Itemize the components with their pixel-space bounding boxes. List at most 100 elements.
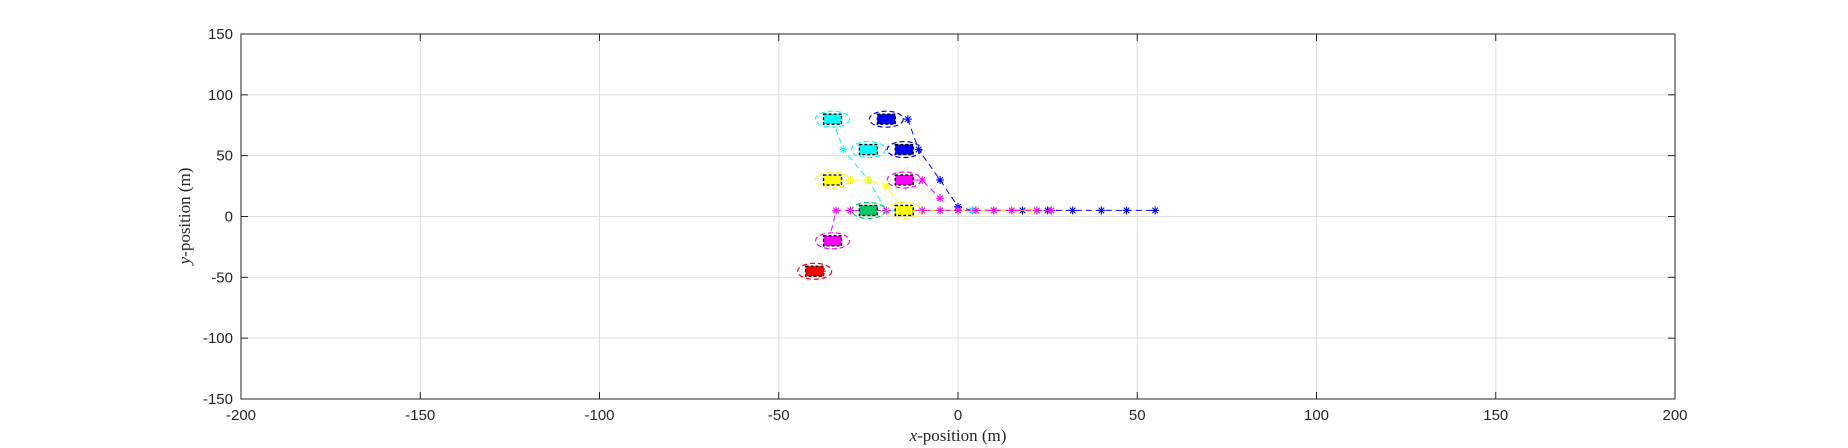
x-tick-label: 150	[1483, 407, 1508, 424]
asterisk-stroke	[1069, 207, 1076, 214]
trajectory-yellow-point	[864, 176, 873, 184]
y-axis-label-text: -position (m)	[175, 168, 194, 257]
asterisk-stroke	[865, 176, 872, 184]
y-tick-label: -100	[203, 330, 233, 347]
y-tick-label: -150	[203, 391, 233, 408]
vehicle-uncertainty-ellipse	[886, 140, 922, 159]
trajectory-blue-point	[936, 176, 945, 184]
axis-ticks: -200 -150 -100 -50 0 50 100 150 200150100500-50-…	[203, 26, 1688, 424]
vehicle-body	[805, 266, 824, 277]
vehicle-outline	[804, 265, 825, 277]
x-axis-label: x-position (m)	[909, 426, 1007, 445]
trajectory-blue-point	[1122, 206, 1131, 215]
asterisk-stroke	[972, 207, 980, 214]
y-tick-label: -50	[211, 269, 233, 286]
vehicle-body	[895, 175, 914, 185]
trajectory-magenta-point	[971, 206, 980, 215]
trajectory-cyan-point	[839, 145, 848, 154]
asterisk-stroke	[1123, 207, 1130, 214]
vehicle-uncertainty-ellipse	[850, 201, 886, 220]
vehicle-uncertainty-ellipse	[886, 171, 922, 189]
asterisk-stroke	[1008, 207, 1015, 214]
y-tick-label: 150	[208, 26, 233, 43]
vehicle-body	[823, 114, 842, 125]
asterisk-stroke	[1048, 207, 1055, 214]
vehicle-outline	[876, 113, 896, 125]
vehicle-body	[859, 144, 878, 155]
vehicle-outline	[894, 143, 914, 156]
vehicle-uncertainty-ellipse	[850, 140, 886, 159]
trajectory-magenta-point	[1032, 206, 1041, 215]
asterisk-stroke	[954, 207, 962, 214]
vehicle-outline	[822, 113, 843, 125]
trajectory-yellow-point	[846, 176, 855, 184]
x-axis-label-variable: x	[909, 426, 918, 445]
trajectory-magenta-point	[918, 176, 927, 184]
vehicle-outline	[822, 235, 843, 247]
asterisk-stroke	[936, 207, 944, 214]
vehicle-uncertainty-ellipse	[814, 232, 851, 250]
asterisk-stroke	[990, 207, 998, 214]
asterisk-stroke	[1098, 207, 1105, 214]
asterisk-stroke	[883, 182, 890, 190]
x-tick-label: -100	[584, 407, 614, 424]
vehicle-red	[796, 262, 833, 280]
vehicle-green-lane	[850, 201, 886, 220]
asterisk-stroke	[840, 146, 847, 153]
trajectory-blue-point	[903, 115, 912, 124]
x-axis-label-text: -position (m)	[917, 426, 1006, 445]
vehicle-yellow-upper	[814, 171, 851, 189]
vehicle-body	[823, 235, 842, 246]
vehicle-magenta-upper	[886, 171, 922, 189]
grid-lines	[241, 34, 1675, 399]
vehicle-body	[895, 144, 914, 155]
vehicle-cyan-mid	[850, 140, 886, 159]
trajectory-magenta-point	[832, 206, 841, 215]
trajectory-magenta-point	[1007, 206, 1016, 215]
asterisk-stroke	[936, 195, 944, 202]
vehicle-uncertainty-ellipse	[814, 171, 851, 189]
vehicle-outline	[858, 204, 879, 217]
x-tick-label: -200	[226, 407, 256, 424]
vehicle-blue-top	[868, 110, 904, 128]
y-axis-label-variable: y	[175, 256, 194, 266]
y-tick-label: 0	[225, 209, 233, 226]
vehicle-cyan-top	[814, 110, 851, 128]
vehicle-body	[877, 114, 896, 125]
x-tick-label: 100	[1304, 407, 1329, 424]
vehicle-blue-mid	[886, 140, 922, 159]
trajectory-magenta-point	[1047, 206, 1056, 215]
vehicle-outline	[822, 174, 843, 186]
vehicle-body	[823, 175, 842, 185]
y-axis-label: y-position (m)	[175, 168, 194, 267]
x-tick-label: 50	[1129, 407, 1146, 424]
vehicle-uncertainty-ellipse	[868, 110, 904, 128]
asterisk-stroke	[832, 207, 840, 214]
vehicle-outline	[858, 143, 879, 156]
x-tick-label: 200	[1662, 407, 1687, 424]
asterisk-stroke	[915, 146, 922, 153]
trajectory-yellow-point	[882, 182, 891, 191]
vehicle-magenta-low	[814, 232, 851, 250]
vehicle-uncertainty-ellipse	[814, 110, 851, 128]
vehicle-yellow-lane	[886, 201, 922, 220]
vehicle-outline	[894, 204, 914, 217]
vehicle-uncertainty-ellipse	[796, 262, 833, 280]
y-tick-label: 50	[216, 148, 233, 165]
vehicle-uncertainty-ellipse	[886, 201, 922, 220]
vehicles	[796, 110, 922, 280]
vehicle-body	[859, 205, 878, 216]
trajectory-magenta-point	[954, 206, 962, 215]
trajectory-blue-point	[1097, 206, 1106, 215]
vehicle-body	[895, 205, 914, 216]
trajectory-magenta-point	[936, 206, 945, 215]
asterisk-stroke	[1151, 207, 1159, 214]
asterisk-stroke	[904, 115, 911, 123]
x-tick-label: 0	[954, 407, 962, 424]
asterisk-stroke	[1033, 207, 1041, 214]
x-tick-label: -150	[405, 407, 435, 424]
trajectory-blue-point	[1068, 206, 1077, 215]
vehicle-outline	[894, 174, 914, 186]
trajectory-magenta-point	[936, 194, 945, 203]
